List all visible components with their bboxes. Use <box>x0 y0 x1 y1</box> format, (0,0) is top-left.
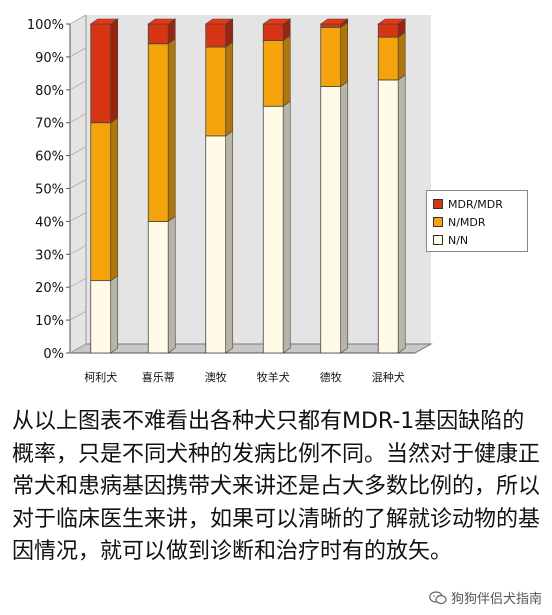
y-tick-label: 90% <box>35 51 64 66</box>
y-tick-label: 50% <box>35 183 64 198</box>
bar-segment-n-mdr <box>320 26 342 87</box>
bar-top <box>262 18 292 25</box>
y-tick-diagonal <box>69 14 87 25</box>
y-tick-diagonal <box>69 179 87 189</box>
bar-side <box>110 117 119 282</box>
bar-side <box>282 100 291 354</box>
y-tick-label: 10% <box>35 314 64 329</box>
y-tick-label: 100% <box>27 18 64 33</box>
bar-side <box>397 74 406 354</box>
bar-segment-n-mdr <box>205 46 227 137</box>
caption-text: 从以上图表不难看出各种犬只都有MDR-1基因缺陷的概率，只是不同犬种的发病比例不… <box>12 409 541 564</box>
legend-swatch <box>433 217 443 227</box>
bar-top <box>147 18 177 25</box>
bar-side <box>225 41 234 137</box>
bar-segment-mdr-mdr <box>147 23 169 45</box>
y-tick-diagonal <box>69 113 87 124</box>
y-tick-label: 40% <box>35 215 64 230</box>
legend-label: N/MDR <box>448 215 486 229</box>
y-tick-diagonal <box>69 244 87 255</box>
bar-segment-mdr-mdr <box>320 23 342 28</box>
bar-segment-n-n <box>90 280 112 354</box>
y-tick-label: 20% <box>35 281 64 296</box>
bar-segment-n-n <box>147 220 169 354</box>
bar-side <box>340 80 349 354</box>
bar-segment-mdr-mdr <box>90 23 112 124</box>
bar-top <box>377 18 407 25</box>
y-tick-diagonal <box>69 47 87 58</box>
bar-segment-n-n <box>320 86 342 354</box>
bar-top <box>319 18 349 25</box>
y-tick-diagonal <box>69 310 87 321</box>
bar-segment-n-mdr <box>262 40 284 107</box>
y-tick-label: 70% <box>35 117 64 132</box>
y-tick-label: 30% <box>35 248 64 263</box>
y-tick-diagonal <box>69 343 87 354</box>
legend: MDR/MDR N/MDR N/N <box>426 190 528 252</box>
legend-item-n-mdr: N/MDR <box>433 213 527 231</box>
x-tick-label: 澳牧 <box>205 370 227 384</box>
bar-top <box>89 18 119 25</box>
y-tick-diagonal <box>69 277 87 288</box>
bar-side <box>167 215 176 354</box>
chart: 0% 10% 20% 30% 40% 50% 60% 70% 80% 90% 100% 柯利犬 喜乐蒂 澳… <box>27 14 528 384</box>
bar-segment-n-mdr <box>377 36 399 81</box>
bar-segment-n-n <box>377 79 399 354</box>
y-tick-label: 80% <box>35 84 64 99</box>
y-tick-label: 0% <box>43 347 64 362</box>
plot-wall <box>70 15 431 353</box>
bar-top <box>204 18 234 25</box>
legend-item-mdr-mdr: MDR/MDR <box>433 195 527 213</box>
y-tick-diagonal <box>69 212 87 222</box>
bar-side <box>167 38 176 222</box>
bar-side <box>110 18 119 124</box>
bar-segment-n-n <box>205 135 227 354</box>
watermark: 狗狗伴侣犬指南 <box>429 588 542 607</box>
legend-label: N/N <box>448 233 469 247</box>
bar-segment-n-n <box>262 105 284 354</box>
y-tick-diagonal <box>69 146 87 156</box>
x-tick-label: 德牧 <box>320 370 342 384</box>
watermark-text: 狗狗伴侣犬指南 <box>450 592 542 607</box>
x-tick-label: 柯利犬 <box>84 370 117 384</box>
legend-label: MDR/MDR <box>448 197 503 211</box>
bar-side <box>282 34 291 107</box>
x-tick-label: 混种犬 <box>372 370 405 384</box>
wechat-icon <box>429 590 447 604</box>
bar-segment-mdr-mdr <box>205 23 227 48</box>
y-tick-label: 60% <box>35 150 64 165</box>
bar-side <box>397 31 406 81</box>
bar-segment-n-mdr <box>90 122 112 282</box>
legend-swatch <box>433 235 443 245</box>
bar-side <box>340 21 349 88</box>
legend-swatch <box>433 199 443 209</box>
bar-segment-mdr-mdr <box>262 23 284 41</box>
y-tick-diagonal <box>69 80 87 91</box>
bar-side <box>225 130 234 354</box>
bar-segment-n-mdr <box>147 43 169 222</box>
x-tick-label: 喜乐蒂 <box>142 371 175 384</box>
chart-svg: 0% 10% 20% 30% 40% 50% 60% 70% 80% 90% 100% 柯利犬 喜乐蒂 澳… <box>27 14 433 384</box>
legend-item-n-n: N/N <box>433 231 527 249</box>
plot-floor <box>68 343 433 354</box>
bar-side <box>110 275 119 354</box>
x-tick-label: 牧羊犬 <box>257 370 290 384</box>
bar-segment-mdr-mdr <box>377 23 399 38</box>
